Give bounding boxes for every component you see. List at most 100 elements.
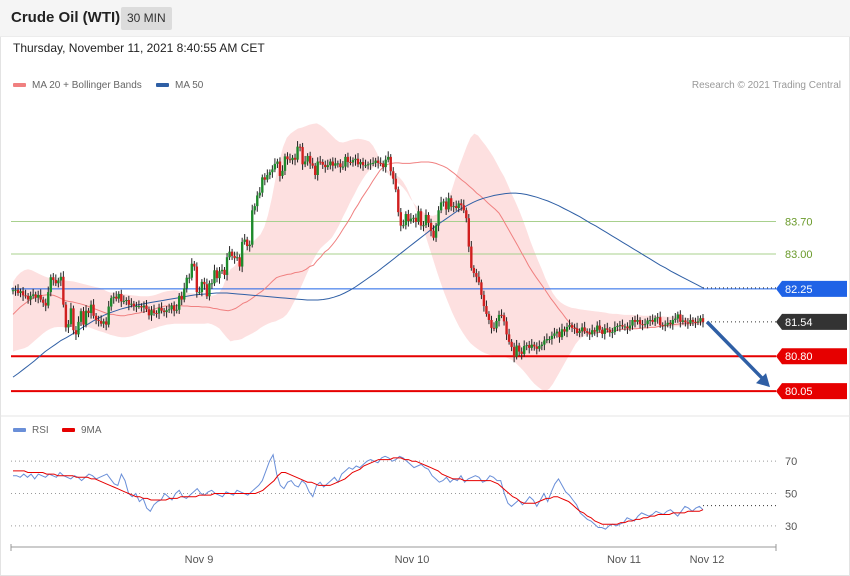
candle-body: [555, 331, 559, 334]
candle-body: [24, 295, 27, 297]
candle-body: [455, 206, 458, 208]
candle-body: [472, 267, 476, 274]
candle-body: [439, 202, 443, 211]
candle-body: [230, 251, 234, 256]
projection-arrow: [705, 320, 766, 382]
candle-body: [147, 309, 151, 316]
candle-body: [517, 345, 521, 352]
candle-body: [87, 310, 90, 314]
candle-body: [437, 210, 440, 226]
candle-body: [399, 212, 403, 226]
candle-body: [626, 326, 629, 329]
candle-body: [392, 171, 395, 179]
candle-body: [99, 320, 103, 324]
candle-body: [510, 341, 513, 347]
candle-body: [296, 146, 299, 160]
candle-body: [306, 155, 309, 162]
x-tick-label: Nov 9: [185, 554, 214, 566]
candle-body: [253, 206, 256, 211]
candle-body: [165, 310, 168, 313]
candle-body: [623, 326, 627, 328]
candle-body: [442, 201, 445, 203]
rsi-9ma-line: [13, 457, 704, 525]
candle-body: [205, 284, 209, 297]
candle-body: [477, 276, 481, 283]
candle-body: [120, 293, 123, 302]
interval-badge[interactable]: 30 MIN: [121, 7, 172, 30]
candle-body: [135, 306, 138, 308]
candle-body: [590, 330, 594, 335]
candle-body: [142, 305, 146, 308]
candle-body: [89, 304, 93, 314]
candle-body: [203, 281, 206, 285]
candle-body: [266, 175, 269, 180]
candle-body: [434, 225, 438, 238]
candle-body: [346, 156, 350, 162]
candle-body: [656, 317, 659, 319]
candle-body: [573, 327, 576, 329]
candle-body: [356, 158, 360, 165]
candle-body: [689, 319, 692, 324]
candle-body: [326, 165, 329, 168]
candle-body: [694, 321, 697, 323]
candle-body: [374, 160, 377, 163]
rsi-line: [13, 453, 704, 530]
candle-body: [172, 305, 176, 311]
candle-body: [248, 244, 251, 247]
x-tick-label: Nov 10: [395, 554, 430, 566]
candle-body: [195, 266, 199, 293]
candle-body: [505, 321, 508, 335]
candle-body: [258, 192, 261, 196]
candle-body: [480, 282, 483, 295]
candle-body: [79, 311, 83, 322]
candle-body: [613, 326, 617, 333]
candle-body: [666, 322, 669, 325]
candle-body: [271, 169, 274, 173]
candle-body: [664, 324, 667, 326]
candle-body: [319, 161, 322, 163]
candle-body: [223, 269, 226, 275]
candle-body: [14, 289, 17, 291]
candle-body: [97, 319, 100, 321]
candle-body: [127, 300, 131, 305]
candle-body: [558, 331, 561, 338]
candle-body: [674, 318, 677, 320]
candle-body: [228, 251, 231, 258]
candle-body: [507, 334, 511, 342]
candle-body: [218, 271, 221, 279]
candle-body: [301, 147, 304, 165]
candle-body: [178, 295, 181, 310]
candle-body: [29, 295, 32, 300]
candle-body: [601, 329, 604, 334]
candle-body: [432, 230, 435, 238]
candle-body: [110, 298, 113, 307]
candle-body: [492, 327, 496, 329]
candle-body: [684, 320, 687, 323]
candle-body: [52, 277, 55, 281]
candle-body: [243, 239, 246, 242]
candle-body: [457, 203, 460, 208]
candle-body: [263, 177, 267, 180]
candle-body: [84, 310, 88, 325]
candle-body: [82, 311, 85, 325]
candle-body: [608, 329, 612, 333]
candle-body: [329, 161, 332, 166]
candle-body: [132, 303, 136, 307]
candle-body: [371, 162, 375, 164]
candle-body: [462, 205, 465, 211]
candle-body: [303, 161, 307, 165]
rsi-tick-label: 30: [785, 521, 797, 533]
candle-body: [540, 344, 544, 347]
candle-body: [699, 318, 702, 322]
candle-body: [628, 325, 632, 329]
chart-timestamp: Thursday, November 11, 2021 8:40:55 AM C…: [13, 41, 265, 55]
candle-body: [646, 320, 649, 325]
candle-body: [686, 322, 690, 324]
candle-body: [34, 294, 37, 298]
projection-arrowhead: [756, 373, 770, 388]
candle-body: [152, 310, 156, 314]
candle-body: [140, 306, 143, 308]
candle-body: [384, 159, 387, 168]
price-label-box: [776, 348, 847, 365]
candle-body: [256, 195, 259, 207]
